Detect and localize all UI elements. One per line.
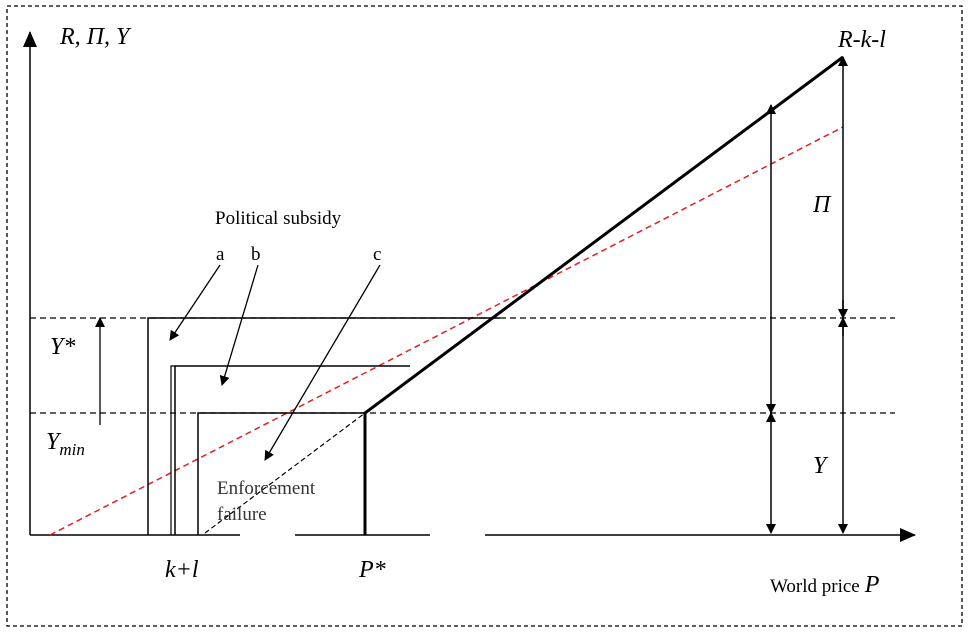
failure-label: failure [217,504,267,525]
p-star-label: P* [358,557,386,583]
label-c: c [373,244,381,265]
axis-y-label: R, Π, Y [59,24,132,50]
line-label: R-k-l [837,27,886,53]
world-price-label: World price P [770,572,880,598]
k-l-label: k+l [165,557,199,583]
subsidy-label: Political subsidy [215,208,342,229]
pi-label: Π [812,192,832,218]
label-b: b [251,244,261,265]
world-price-var: P [864,572,880,598]
label-a: a [216,244,225,265]
y-min-sub: min [59,440,85,459]
enforcement-label: Enforcement [217,478,316,499]
shapes [6,5,963,627]
y-label: Y [813,453,829,479]
y-star-label: Y* [50,334,75,360]
y-min-base: Y [46,429,62,455]
y-min-label: Ymin [46,429,85,459]
world-price-text: World price [770,576,860,597]
